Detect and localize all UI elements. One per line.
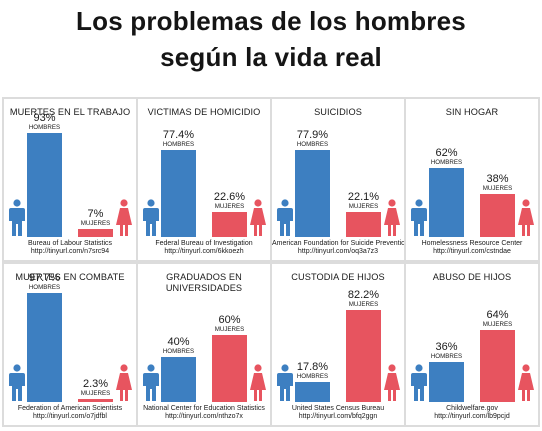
man-icon <box>410 199 428 237</box>
value-women: 64% <box>486 309 509 321</box>
woman-icon <box>249 364 267 402</box>
panel-title: ABUSO DE HIJOS <box>432 272 512 282</box>
value-women: 7% <box>87 208 104 220</box>
source-url[interactable]: http://tinyurl.com/6kkoezh <box>164 248 244 255</box>
woman-icon <box>115 199 133 237</box>
page-title-line-2: según la vida real <box>160 42 382 72</box>
label-men: HOMBRES <box>162 348 195 355</box>
value-women: 82.2% <box>347 289 380 301</box>
bar-men <box>161 357 196 402</box>
source-url[interactable]: http://tinyurl.com/oq3a7z3 <box>297 248 379 255</box>
source-name: Childwelfare.gov <box>446 405 498 412</box>
woman-icon <box>517 364 535 402</box>
label-women: MUJERES <box>80 220 111 227</box>
value-men: 77.9% <box>296 129 329 141</box>
chart-panel: MUERTES EN EL TRABAJO HOMBRES 93% MUJERES 7%… <box>4 99 136 260</box>
chart-panel: SUICIDIOS HOMBRES 77.9% MUJERES 22.1% America… <box>272 99 404 260</box>
woman-icon <box>249 199 267 237</box>
bar-women <box>212 212 247 237</box>
man-icon <box>410 364 428 402</box>
woman-icon <box>115 364 133 402</box>
source-url[interactable]: http://tinyurl.com/o7jdfbl <box>33 413 107 420</box>
source-name: American Foundation for Suicide Preventi… <box>272 240 404 247</box>
bar-men <box>27 293 62 402</box>
man-icon <box>8 364 26 402</box>
bar-women <box>346 212 381 237</box>
panel-title: GRADUADOS EN UNIVERSIDADES <box>165 272 243 293</box>
bar-women <box>346 310 381 402</box>
label-men: HOMBRES <box>296 373 329 380</box>
label-women: MUJERES <box>482 321 513 328</box>
label-women: MUJERES <box>214 326 245 333</box>
value-men: 40% <box>167 336 190 348</box>
bar-women <box>480 194 515 237</box>
panel-title: MUERTES EN EL TRABAJO <box>9 107 131 117</box>
bar-women <box>480 330 515 402</box>
source-url[interactable]: http://tinyurl.com/bfq2ggn <box>298 413 378 420</box>
value-men: 17.8% <box>296 361 329 373</box>
woman-icon <box>383 199 401 237</box>
label-men: HOMBRES <box>162 141 195 148</box>
woman-icon <box>383 364 401 402</box>
label-men: HOMBRES <box>28 124 61 131</box>
value-men: 77.4% <box>162 129 195 141</box>
label-women: MUJERES <box>214 203 245 210</box>
man-icon <box>142 199 160 237</box>
label-men: HOMBRES <box>430 353 463 360</box>
value-women: 22.6% <box>213 191 246 203</box>
value-women: 2.3% <box>82 378 109 390</box>
label-men: HOMBRES <box>430 159 463 166</box>
source-url[interactable]: http://tinyurl.com/cstndae <box>433 248 511 255</box>
chart-panel: MUERTES EN COMBATE HOMBRES 97.7% MUJERES 2.3… <box>4 264 136 425</box>
value-men: 62% <box>435 147 458 159</box>
source-name: Federation of American Scientists <box>17 405 123 412</box>
chart-panel: SIN HOGAR HOMBRES 62% MUJERES 38% Homelessnes… <box>406 99 538 260</box>
bar-men <box>429 168 464 237</box>
source-name: United States Census Bureau <box>291 405 385 412</box>
label-women: MUJERES <box>348 301 379 308</box>
label-women: MUJERES <box>348 203 379 210</box>
label-men: HOMBRES <box>296 141 329 148</box>
value-men: 36% <box>435 341 458 353</box>
bar-women <box>78 399 113 402</box>
panel-title: SIN HOGAR <box>445 107 499 117</box>
source-url[interactable]: http://tinyurl.com/nthzo7x <box>165 413 243 420</box>
chart-panel: VICTIMAS DE HOMICIDIO HOMBRES 77.4% MUJERES… <box>138 99 270 260</box>
label-men: HOMBRES <box>28 284 61 291</box>
panel-title: MUERTES EN COMBATE <box>15 272 125 282</box>
value-women: 22.1% <box>347 191 380 203</box>
chart-panel: CUSTODIA DE HIJOS HOMBRES 17.8% MUJERES 82.2… <box>272 264 404 425</box>
bar-men <box>295 150 330 237</box>
source-name: Bureau of Labour Statistics <box>27 240 113 247</box>
value-women: 60% <box>218 314 241 326</box>
bar-men <box>295 382 330 402</box>
chart-panel: ABUSO DE HIJOS HOMBRES 36% MUJERES 64% Childw… <box>406 264 538 425</box>
bar-men <box>161 150 196 237</box>
source-name: Homelessness Resource Center <box>421 240 523 247</box>
bar-men <box>429 362 464 402</box>
panel-title: CUSTODIA DE HIJOS <box>291 272 385 282</box>
page-title-line-1: Los problemas de los hombres <box>76 6 466 36</box>
label-women: MUJERES <box>482 185 513 192</box>
panel-title: VICTIMAS DE HOMICIDIO <box>147 107 261 117</box>
bar-women <box>78 229 113 237</box>
value-women: 38% <box>486 173 509 185</box>
man-icon <box>8 199 26 237</box>
man-icon <box>276 364 294 402</box>
man-icon <box>142 364 160 402</box>
chart-panel: GRADUADOS EN UNIVERSIDADES HOMBRES 40% MUJE… <box>138 264 270 425</box>
panel-title: SUICIDIOS <box>314 107 362 117</box>
source-name: National Center for Education Statistics <box>143 405 265 412</box>
bar-women <box>212 335 247 402</box>
woman-icon <box>517 199 535 237</box>
label-women: MUJERES <box>80 390 111 397</box>
bar-men <box>27 133 62 237</box>
source-url[interactable]: http://tinyurl.com/lb9pcjd <box>434 413 510 420</box>
value-men: 93% <box>33 112 56 124</box>
value-men: 97.7% <box>28 272 61 284</box>
source-name: Federal Bureau of Investigation <box>155 240 253 247</box>
source-url[interactable]: http://tinyurl.com/n7src94 <box>30 248 110 255</box>
man-icon <box>276 199 294 237</box>
